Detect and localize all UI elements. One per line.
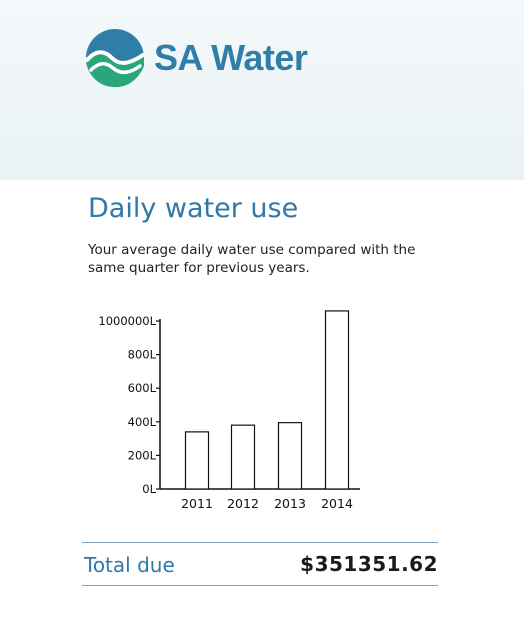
sa-water-wave-icon <box>85 29 145 88</box>
section-subtitle: Your average daily water use compared wi… <box>88 242 416 276</box>
x-tick-label: 2012 <box>227 496 259 511</box>
brand-name: SA Water <box>154 37 308 78</box>
total-due-label: Total due <box>84 553 175 577</box>
total-due-amount: $351351.62 <box>300 552 438 576</box>
bar-2011 <box>184 431 210 490</box>
y-tick-label: 600L <box>128 381 157 395</box>
y-tick-label: 200L <box>128 448 157 462</box>
bar-2014 <box>324 310 350 490</box>
bar-2013 <box>277 422 303 490</box>
brand-logo: SA Water <box>85 28 308 88</box>
header-band <box>0 0 524 180</box>
x-tick-label: 2013 <box>274 496 306 511</box>
y-tick-label: 800L <box>128 348 157 362</box>
x-tick-label: 2011 <box>181 496 213 511</box>
y-tick-label: 1000000L <box>98 314 156 328</box>
total-top-rule <box>82 542 438 543</box>
y-tick-label: 400L <box>128 415 157 429</box>
x-tick-label: 2014 <box>321 496 353 511</box>
section-title: Daily water use <box>88 193 299 224</box>
total-bottom-rule <box>82 585 438 586</box>
y-tick-label: 0L <box>142 482 156 496</box>
bar-2012 <box>230 424 256 490</box>
